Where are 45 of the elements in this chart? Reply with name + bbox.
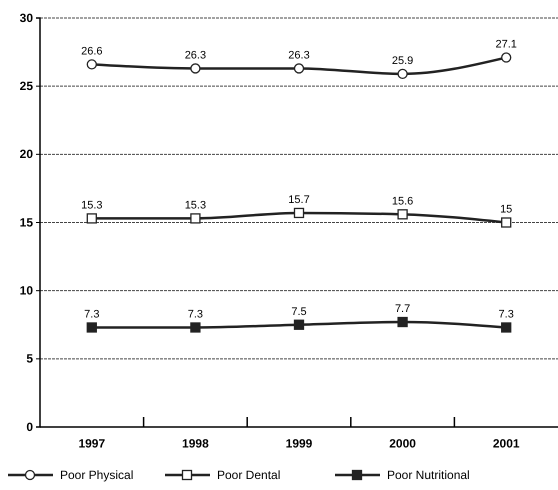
data-label: 7.3 bbox=[188, 308, 204, 320]
data-label: 7.7 bbox=[394, 303, 410, 316]
point bbox=[397, 316, 408, 328]
legend-label: Poor Nutritional bbox=[387, 468, 470, 482]
data-label: 7.5 bbox=[291, 306, 307, 318]
point bbox=[86, 322, 97, 333]
y-tick-label: 25 bbox=[20, 79, 34, 94]
x-tick-label: 1997 bbox=[78, 436, 106, 451]
data-label: 27.1 bbox=[495, 38, 517, 51]
y-tick-label: 5 bbox=[26, 352, 34, 366]
x-tick-label: 1999 bbox=[286, 436, 313, 451]
x-tick-label: 2000 bbox=[389, 436, 416, 451]
y-tick-label: 30 bbox=[20, 10, 34, 25]
point bbox=[190, 63, 201, 74]
y-tick-label: 15 bbox=[20, 215, 34, 230]
data-label: 15.6 bbox=[392, 195, 414, 208]
data-label: 26.6 bbox=[81, 45, 103, 58]
point bbox=[294, 63, 304, 74]
point bbox=[501, 322, 512, 333]
data-label: 15.7 bbox=[288, 194, 310, 206]
x-tick-label: 2001 bbox=[492, 436, 520, 451]
point bbox=[501, 217, 512, 228]
legend-label: Poor Dental bbox=[217, 468, 280, 482]
y-tick-label: 10 bbox=[20, 284, 34, 298]
point bbox=[294, 320, 304, 330]
data-label: 26.3 bbox=[184, 49, 206, 62]
x-tick-label: 1998 bbox=[182, 436, 210, 451]
point bbox=[397, 68, 408, 80]
data-label: 15.3 bbox=[184, 199, 206, 212]
point bbox=[86, 59, 97, 70]
point bbox=[294, 208, 304, 218]
data-label: 26.3 bbox=[288, 49, 310, 62]
y-tick-label: 20 bbox=[20, 147, 34, 162]
data-label: 15 bbox=[500, 204, 512, 216]
point bbox=[86, 213, 97, 224]
legend-label: Poor Physical bbox=[60, 468, 134, 482]
point bbox=[190, 213, 201, 224]
data-label: 25.9 bbox=[392, 54, 414, 67]
y-tick-label: 0 bbox=[26, 420, 34, 434]
data-label: 7.3 bbox=[498, 308, 514, 320]
point bbox=[501, 52, 512, 63]
data-label: 15.3 bbox=[81, 199, 103, 212]
data-label: 7.3 bbox=[84, 308, 100, 320]
point bbox=[190, 322, 201, 333]
point bbox=[397, 209, 408, 220]
